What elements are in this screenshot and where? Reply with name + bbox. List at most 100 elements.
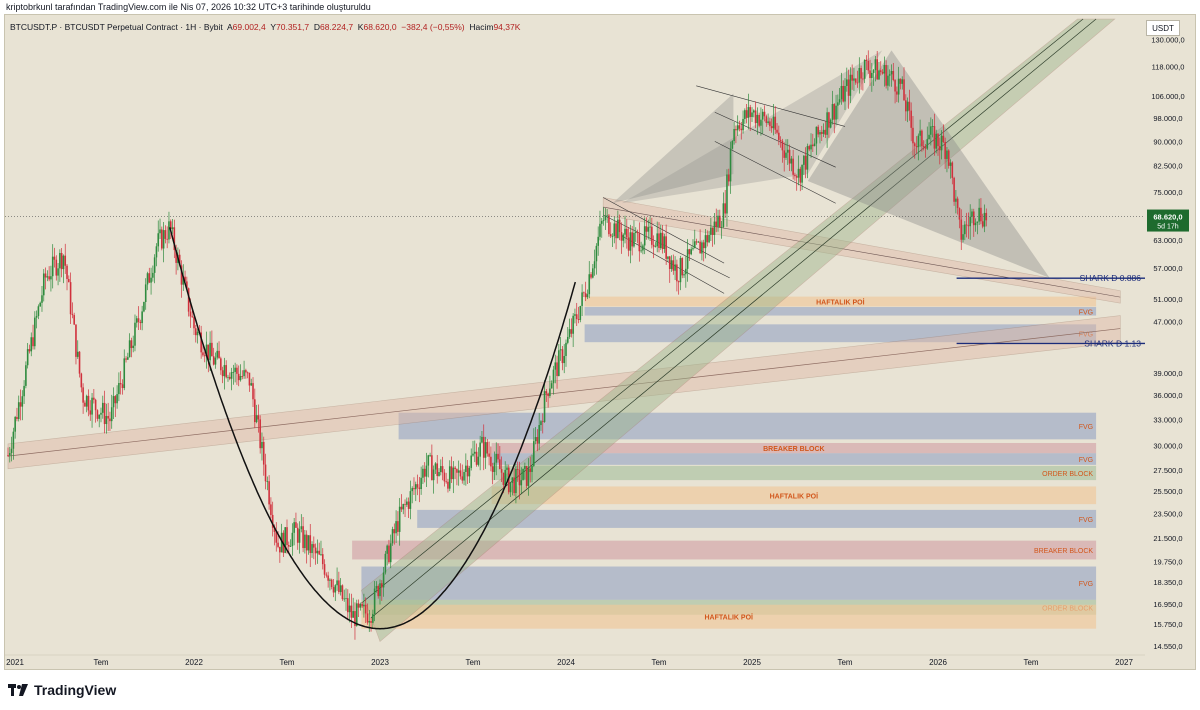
candle-body <box>933 126 936 149</box>
candle-body <box>411 488 413 492</box>
candle-body <box>493 462 496 472</box>
time-axis: 2021 Tem 2022 Tem 2023 Tem 2024 Tem 2025 Tem 2026 T… <box>5 654 1145 667</box>
candle-body <box>715 221 718 227</box>
candle-body <box>182 276 185 285</box>
candle-body <box>268 481 270 505</box>
candle-body <box>75 324 77 357</box>
time-tick-label: Tem <box>93 658 108 667</box>
candle-body <box>740 128 743 131</box>
candle-body <box>157 233 160 247</box>
candle-body <box>479 442 481 457</box>
price-axis: 130.000,0 118.000,0 106.000,0 98.000,0 90.00… <box>1145 15 1195 669</box>
price-chart[interactable]: FVG BREAKER BLOCK FVG ORDER BLOCK HAFTALIK P… <box>5 15 1195 669</box>
candle-body <box>431 455 433 481</box>
candle-body <box>287 545 290 547</box>
candle-body <box>652 244 655 247</box>
footer-logo: TradingView <box>8 682 116 698</box>
candle-body <box>776 129 778 133</box>
candle-body <box>792 158 794 175</box>
candle-body <box>887 75 889 86</box>
candle-body <box>161 229 163 249</box>
candle-body <box>674 264 676 271</box>
candle-body <box>835 105 837 120</box>
price-tick-label: 118.000,0 <box>1152 62 1185 71</box>
candle-body <box>937 133 939 147</box>
candle-body <box>733 129 735 142</box>
time-tick-label: Tem <box>837 658 852 667</box>
chart-area[interactable]: FVG BREAKER BLOCK FVG ORDER BLOCK HAFTALIK P… <box>4 14 1196 670</box>
candle-body <box>441 466 444 473</box>
candle-body <box>749 107 752 117</box>
candle-body <box>611 236 614 237</box>
candle-body <box>788 149 791 164</box>
candle-body <box>375 585 378 589</box>
zone-label: FVG <box>1079 424 1093 431</box>
candle-body <box>450 466 453 480</box>
candle-body <box>255 415 258 423</box>
candle-body <box>624 228 626 235</box>
candle-body <box>295 522 297 528</box>
candle-body <box>280 532 283 553</box>
candle-body <box>125 358 127 360</box>
high-value: 70.351,7 <box>276 22 310 32</box>
time-tick-label: 2025 <box>743 658 761 667</box>
candle-body <box>76 351 79 357</box>
candle-body <box>760 119 762 126</box>
candle-body <box>708 234 710 243</box>
open-value: 69.002,4 <box>232 22 266 32</box>
candle-body <box>159 229 161 234</box>
zone-label: BREAKER BLOCK <box>763 446 824 453</box>
zone-rect <box>398 412 1097 440</box>
candle-body <box>649 226 651 228</box>
zone-label: FVG <box>1079 517 1093 524</box>
candle-body <box>563 356 566 364</box>
candle-body <box>89 410 92 415</box>
candle-body <box>316 550 319 554</box>
candle-body <box>25 365 27 386</box>
candle-body <box>59 252 61 269</box>
candle-body <box>765 116 768 123</box>
candle-body <box>23 385 25 397</box>
candle-body <box>631 232 633 247</box>
candle-body <box>132 345 134 349</box>
close-value: 68.620,0 <box>363 22 397 32</box>
candle-body <box>220 358 222 371</box>
candle-body <box>704 235 707 249</box>
candle-body <box>568 329 571 337</box>
candle-body <box>912 127 914 144</box>
candle-body <box>711 227 714 235</box>
candle-body <box>223 365 226 377</box>
candle-body <box>330 579 333 588</box>
candle-body <box>953 177 955 202</box>
candle-body <box>867 60 870 71</box>
candle-body <box>640 250 642 252</box>
candle-body <box>955 198 957 202</box>
time-tick-label: 2023 <box>371 658 389 667</box>
candle-body <box>878 70 880 80</box>
candle-body <box>354 611 356 626</box>
candle-body <box>8 453 11 456</box>
candle-body <box>575 314 578 320</box>
candle-body <box>719 215 721 228</box>
candle-body <box>137 318 140 322</box>
candle-body <box>964 224 966 235</box>
candle-body <box>187 288 190 312</box>
price-tick-label: 15.750,0 <box>1153 620 1182 629</box>
candle-body <box>890 70 893 75</box>
currency-button[interactable]: USDT <box>1146 20 1180 36</box>
candle-body <box>96 410 99 419</box>
candle-body <box>692 248 694 250</box>
candle-body <box>972 211 975 226</box>
candle-body <box>947 150 950 166</box>
candle-body <box>561 349 564 364</box>
low-label: D <box>313 22 320 32</box>
candle-body <box>300 526 303 530</box>
zone-rect <box>584 324 1097 343</box>
candle-body <box>499 459 501 470</box>
candle-body <box>470 455 473 468</box>
current-price-countdown: 5d 17h <box>1157 224 1179 231</box>
candle-body <box>549 388 551 397</box>
candle-body <box>906 101 909 112</box>
candle-body <box>477 456 480 465</box>
candle-body <box>127 357 129 360</box>
